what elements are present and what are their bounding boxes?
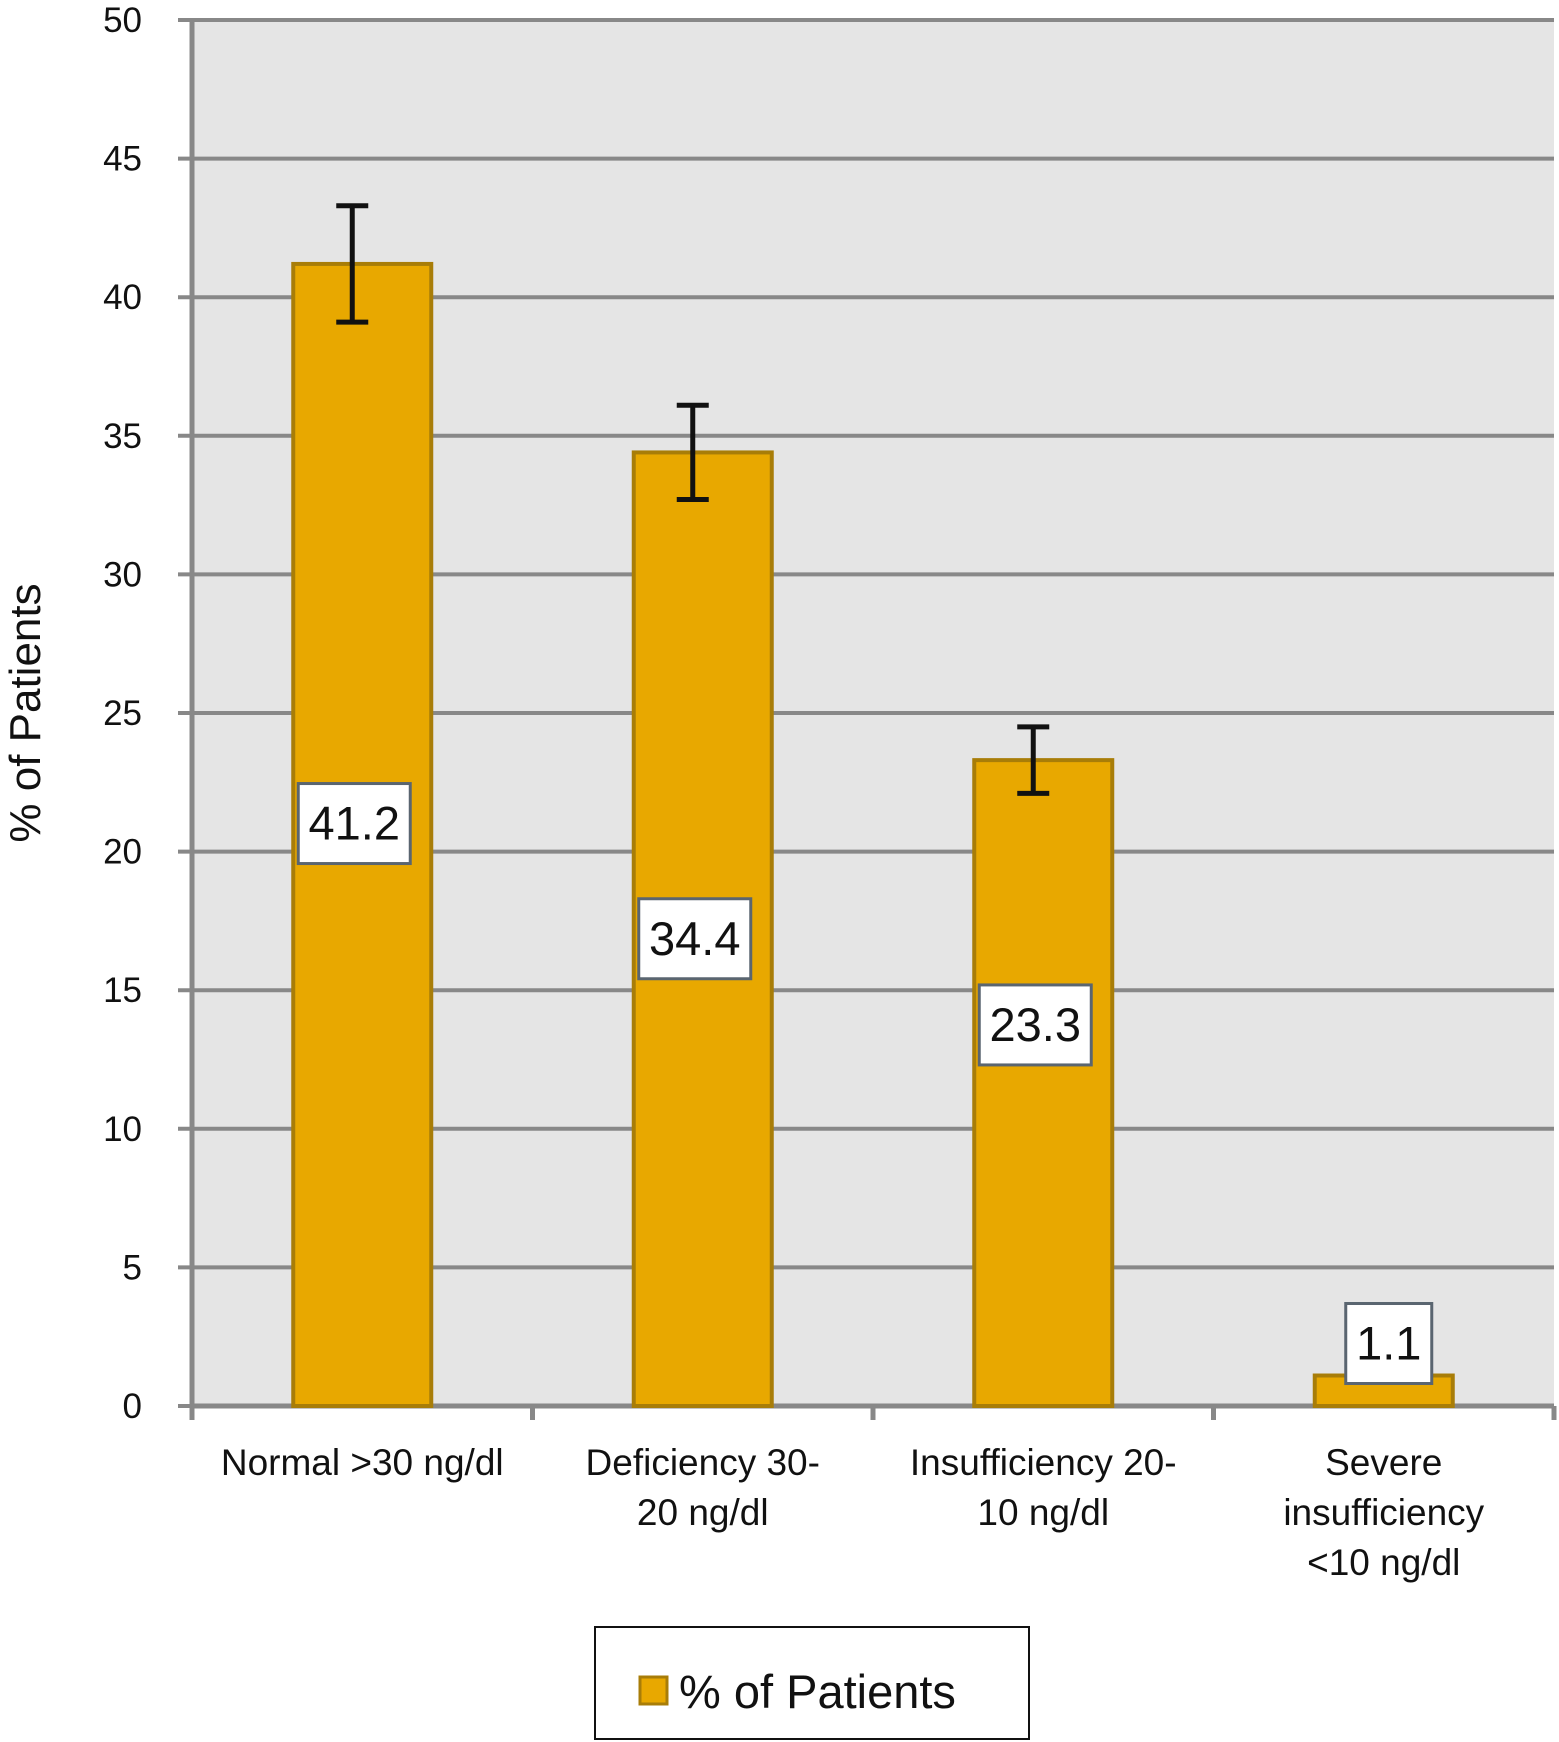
legend: % of Patients <box>594 1626 1030 1740</box>
y-tick-label: 30 <box>103 555 142 594</box>
error-bars <box>336 203 1050 796</box>
x-category-labels: Normal >30 ng/dl Deficiency 30-20 ng/dl In… <box>221 1442 1485 1583</box>
data-label: 23.3 <box>977 983 1093 1067</box>
y-tick-label: 15 <box>103 971 142 1010</box>
y-tick-label: 25 <box>103 694 142 733</box>
error-bar <box>1017 724 1050 796</box>
error-bar <box>336 203 369 325</box>
error-bar <box>676 402 709 503</box>
y-tick-label: 5 <box>123 1248 142 1287</box>
bar <box>972 758 1115 1408</box>
data-label: 1.1 <box>1344 1302 1434 1386</box>
y-tick-label: 35 <box>103 417 142 456</box>
data-label: 41.2 <box>296 782 412 866</box>
svg-text:34.4: 34.4 <box>649 912 740 965</box>
y-tick-label: 20 <box>103 833 142 872</box>
x-category-label: Severe insufficiency <10 ng/dl <box>1283 1442 1484 1583</box>
y-axis-title: % of Patients <box>1 583 50 842</box>
y-tick-label: 0 <box>123 1387 142 1426</box>
bar <box>1312 1373 1455 1409</box>
legend-label: % of Patients <box>679 1665 956 1718</box>
x-category-label: Normal >30 ng/dl <box>221 1442 504 1483</box>
x-category-label: Deficiency 30-20 ng/dl <box>586 1442 820 1533</box>
y-tick-labels: 0 5 10 15 20 25 30 35 40 45 50 <box>103 1 142 1426</box>
x-category-label: Insufficiency 20-10 ng/dl <box>910 1442 1177 1533</box>
svg-text:1.1: 1.1 <box>1356 1317 1421 1370</box>
legend-swatch <box>638 1675 669 1706</box>
y-tick-label: 50 <box>103 1 142 40</box>
svg-text:41.2: 41.2 <box>309 797 400 850</box>
y-tick-label: 40 <box>103 278 142 317</box>
y-tick-label: 10 <box>103 1110 142 1149</box>
data-label: 34.4 <box>637 897 753 981</box>
data-labels: 41.2 34.4 23.3 1.1 <box>296 782 1434 1386</box>
svg-text:23.3: 23.3 <box>990 998 1081 1051</box>
y-tick-label: 45 <box>103 140 142 179</box>
